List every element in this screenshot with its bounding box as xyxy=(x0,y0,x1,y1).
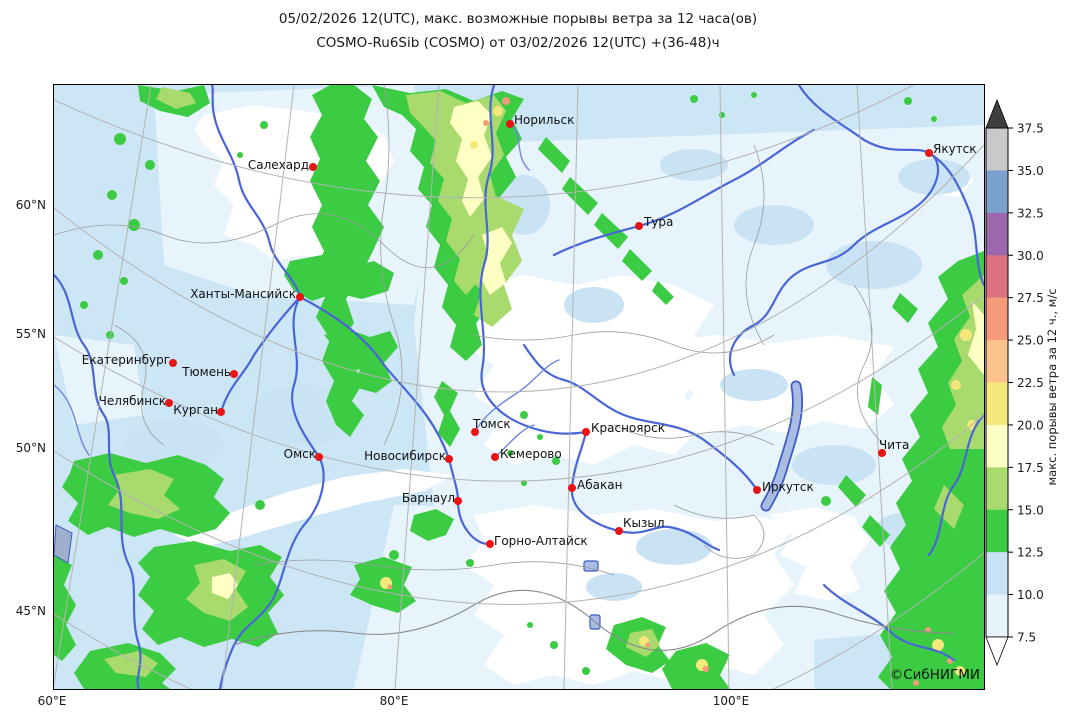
city-dot xyxy=(445,455,453,463)
city-label: Норильск xyxy=(514,113,574,127)
city-label: Екатеринбург xyxy=(82,353,170,367)
city-label: Красноярск xyxy=(591,421,665,435)
colorbar-axis-label: макс. порывы ветра за 12 ч., м/с xyxy=(1045,288,1059,485)
city-dot xyxy=(315,453,323,461)
city-label: Новосибирск xyxy=(364,449,446,463)
colorbar-tick-label: 17.5 xyxy=(1017,461,1044,475)
city-dot xyxy=(635,222,643,230)
city-dot xyxy=(878,449,886,457)
colorbar: 37.5 35.0 32.5 30.0 27.5 25.0 22.5 20.0 17.5 15.0… xyxy=(985,98,1059,667)
city-label: Барнаул xyxy=(402,491,455,505)
colorbar-tick-label: 22.5 xyxy=(1017,376,1044,390)
city-label: Омск xyxy=(284,447,316,461)
city-label: Салехард xyxy=(248,158,309,172)
colorbar-band xyxy=(986,128,1008,171)
lon-tick-label: 60°E xyxy=(37,694,67,708)
colorbar-band xyxy=(986,594,1008,638)
colorbar-band xyxy=(986,212,1008,256)
colorbar-band xyxy=(986,340,1008,383)
city-dot xyxy=(454,497,462,505)
colorbar-tick-label: 10.0 xyxy=(1017,588,1044,602)
city-dot xyxy=(165,399,173,407)
colorbar-tick-label: 7.5 xyxy=(1017,631,1036,645)
city-dot xyxy=(217,408,225,416)
city-label: Челябинск xyxy=(99,394,166,408)
colorbar-band xyxy=(986,297,1008,341)
city-label: Тура xyxy=(643,215,673,229)
lat-tick-label: 50°N xyxy=(15,441,46,455)
chart-title: 05/02/2026 12(UTC), макс. возможные поры… xyxy=(53,7,983,55)
city-dot xyxy=(471,428,479,436)
lon-tick-label: 80°E xyxy=(379,694,409,708)
rivers xyxy=(54,85,984,689)
city-dot xyxy=(925,149,933,157)
city-dot xyxy=(296,293,304,301)
city-dot xyxy=(582,428,590,436)
colorbar-tick-label: 37.5 xyxy=(1017,122,1044,136)
colorbar-band xyxy=(986,424,1008,468)
colorbar-tick-label: 30.0 xyxy=(1017,249,1044,263)
colorbar-tick-label: 35.0 xyxy=(1017,164,1044,178)
city-dot xyxy=(615,527,623,535)
city-dot xyxy=(568,484,576,492)
wind-field xyxy=(54,85,984,689)
colorbar-tick-label: 25.0 xyxy=(1017,334,1044,348)
city-dot xyxy=(506,120,514,128)
cities-layer: Салехард Норильск Якутск Тура Ханты-Мансийск… xyxy=(82,113,977,548)
city-dot xyxy=(753,486,761,494)
colorbar-band xyxy=(986,255,1008,299)
colorbar-arrow-up xyxy=(985,98,1009,129)
colorbar-band xyxy=(986,552,1008,596)
city-label: Кызыл xyxy=(623,516,665,530)
colorbar-tick-label: 32.5 xyxy=(1017,206,1044,220)
city-label: Горно-Алтайск xyxy=(494,534,588,548)
lat-tick-label: 60°N xyxy=(15,198,46,212)
city-dot xyxy=(309,163,317,171)
lat-tick-label: 45°N xyxy=(15,604,46,618)
colorbar-tick-label: 27.5 xyxy=(1017,291,1044,305)
colorbar-band xyxy=(986,509,1008,553)
city-label: Кемерово xyxy=(500,447,562,461)
city-dot xyxy=(230,370,238,378)
city-label: Чита xyxy=(879,438,909,452)
title-line-1: 05/02/2026 12(UTC), макс. возможные поры… xyxy=(278,11,758,27)
city-label: Курган xyxy=(173,403,218,417)
city-label: Ханты-Мансийск xyxy=(190,287,296,301)
city-label: Тюмень xyxy=(181,365,231,379)
colorbar-arrow-down xyxy=(985,636,1009,667)
city-label: Абакан xyxy=(577,478,622,492)
city-label: Якутск xyxy=(933,142,977,156)
graticule xyxy=(54,85,984,689)
colorbar-tick-label: 12.5 xyxy=(1017,546,1044,560)
lon-tick-label: 100°E xyxy=(712,694,750,708)
city-dot xyxy=(169,359,177,367)
lat-tick-label: 55°N xyxy=(15,327,46,341)
map-svg: Салехард Норильск Якутск Тура Ханты-Мансийск… xyxy=(54,85,984,689)
title-line-2: COSMO-Ru6Sib (COSMO) от 03/02/2026 12(UT… xyxy=(316,35,720,51)
city-dot xyxy=(491,453,499,461)
colorbar-tick-label: 15.0 xyxy=(1017,503,1044,517)
colorbar-band xyxy=(986,467,1008,511)
colorbar-band xyxy=(986,170,1008,214)
colorbar-tick-label: 20.0 xyxy=(1017,418,1044,432)
colorbar-band xyxy=(986,382,1008,426)
copyright: ©СибНИГМИ xyxy=(889,667,980,683)
city-dot xyxy=(486,540,494,548)
city-label: Томск xyxy=(472,417,511,431)
map-area: Салехард Норильск Якутск Тура Ханты-Мансийск… xyxy=(53,84,985,690)
city-label: Иркутск xyxy=(762,480,814,494)
